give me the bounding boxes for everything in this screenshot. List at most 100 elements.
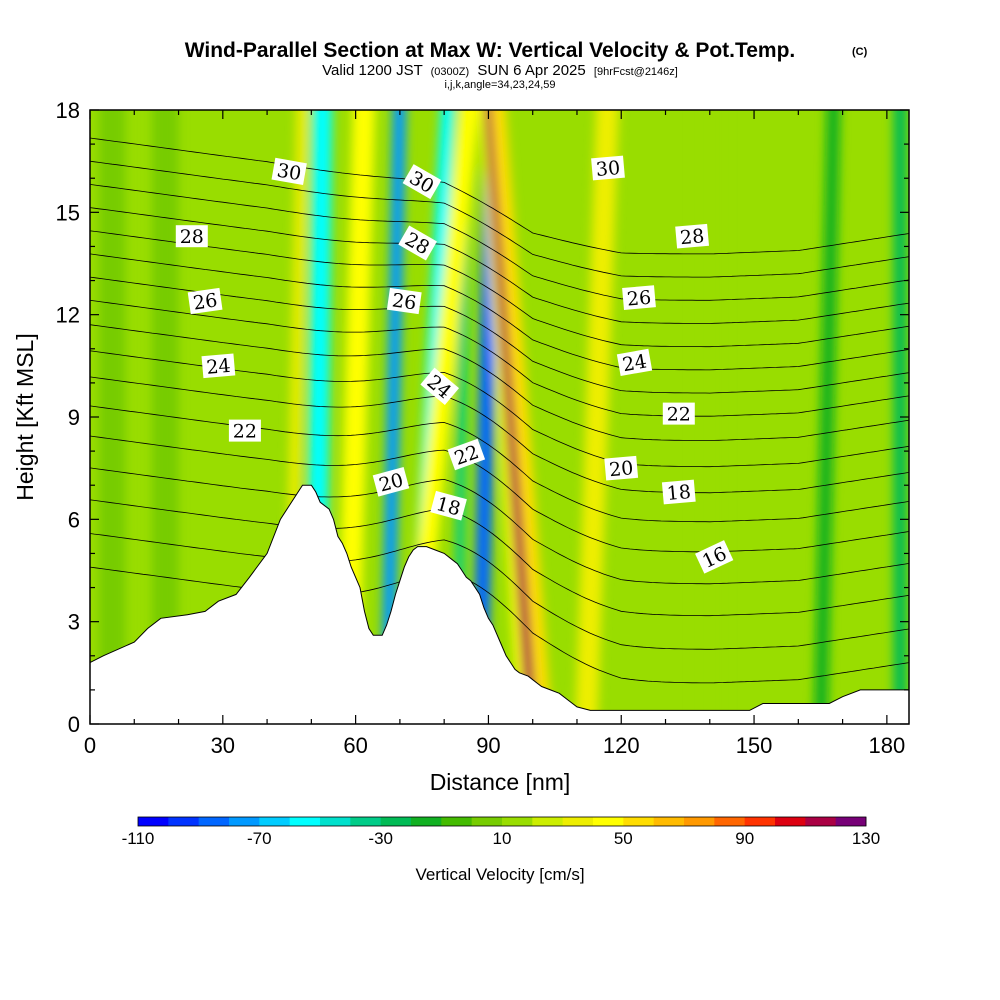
velocity-band-12 xyxy=(491,110,552,724)
title-mark: (C) xyxy=(852,46,868,58)
chart-subtitle: Valid 1200 JST (0300Z) SUN 6 Apr 2025 [9… xyxy=(322,62,678,79)
x-tick-label-2: 60 xyxy=(343,733,367,758)
colorbar-swatch-0 xyxy=(138,817,169,826)
chart-title: Wind-Parallel Section at Max W: Vertical… xyxy=(185,39,796,62)
y-tick-labels: 0 3 6 9 12 15 18 xyxy=(56,98,80,737)
colorbar-swatch-3 xyxy=(229,817,260,826)
contour-label-18: 18 xyxy=(661,479,696,505)
contour-label-13: 28 xyxy=(675,223,709,249)
theta-contour-19 xyxy=(90,435,909,553)
contour-label-3: 24 xyxy=(201,353,236,379)
chart-indices: i,j,k,angle=34,23,24,59 xyxy=(444,79,555,91)
theta-contour-25 xyxy=(90,276,909,394)
colorbar-swatch-23 xyxy=(835,817,867,826)
contour-label-text: 24 xyxy=(621,350,649,376)
contour-label-text: 26 xyxy=(391,289,418,314)
velocity-band-11 xyxy=(484,110,537,724)
colorbar-tick-label-6: 130 xyxy=(852,829,880,848)
contour-label-text: 30 xyxy=(595,157,621,181)
subtitle-utc: (0300Z) xyxy=(431,66,470,78)
contour-label-17: 20 xyxy=(604,455,639,481)
contour-label-text: 22 xyxy=(667,404,691,426)
velocity-band-0 xyxy=(98,110,126,724)
y-tick-label-1: 3 xyxy=(68,610,80,635)
contour-label-14: 26 xyxy=(622,285,656,311)
colorbar-tick-label-4: 50 xyxy=(614,829,633,848)
colorbar-swatch-4 xyxy=(259,817,291,826)
terrain xyxy=(90,484,909,724)
y-tick-label-2: 6 xyxy=(68,507,80,532)
colorbar-swatch-18 xyxy=(684,817,715,826)
colorbar-swatch-22 xyxy=(805,817,837,826)
colorbar-swatch-6 xyxy=(320,817,351,826)
colorbar-swatch-5 xyxy=(289,817,321,826)
subtitle-valid: Valid 1200 JST xyxy=(322,62,422,79)
x-tick-labels: 0 30 60 90 120 150 180 xyxy=(84,733,905,758)
velocity-band-14 xyxy=(694,110,726,724)
colorbar-swatch-15 xyxy=(593,817,624,826)
contour-label-4: 22 xyxy=(228,419,261,443)
subtitle-date: SUN 6 Apr 2025 xyxy=(477,62,585,79)
x-axis-label: Distance [nm] xyxy=(430,769,571,795)
contour-label-1: 28 xyxy=(175,225,208,248)
colorbar-swatch-10 xyxy=(441,817,473,826)
contour-label-15: 24 xyxy=(616,348,653,376)
colorbar-tick-label-5: 90 xyxy=(735,829,754,848)
contour-label-11: 18 xyxy=(430,490,467,521)
colorbar-swatch-13 xyxy=(532,817,564,826)
colorbar-swatch-19 xyxy=(714,817,746,826)
colorbar-tick-label-3: 10 xyxy=(493,829,512,848)
y-tick-label-6: 18 xyxy=(56,98,80,123)
velocity-band-5 xyxy=(380,110,407,724)
colorbar-swatch-11 xyxy=(471,817,503,826)
contour-label-text: 28 xyxy=(679,225,705,249)
theta-contour-28 xyxy=(90,207,909,324)
x-tick-label-6: 180 xyxy=(869,733,906,758)
contour-label-text: 20 xyxy=(608,457,634,481)
contour-label-16: 22 xyxy=(662,402,695,426)
y-tick-label-4: 12 xyxy=(56,303,80,328)
theta-contour-16 xyxy=(90,533,909,650)
velocity-band-15 xyxy=(814,110,841,724)
colorbar-tick-label-0: -110 xyxy=(122,829,155,848)
contour-label-text: 26 xyxy=(626,287,652,311)
theta-contour-21 xyxy=(90,376,909,494)
colorbar-swatch-12 xyxy=(502,817,533,826)
subtitle-forecast: [9hrFcst@2146z] xyxy=(594,66,678,78)
theta-contour-17 xyxy=(90,499,909,617)
theta-contour-30 xyxy=(90,160,909,278)
theta-contour-29 xyxy=(90,184,909,301)
colorbar-swatch-21 xyxy=(775,817,806,826)
contour-label-text: 24 xyxy=(205,355,231,379)
x-tick-label-5: 150 xyxy=(736,733,773,758)
theta-contour-24 xyxy=(90,299,909,417)
x-tick-label-1: 30 xyxy=(211,733,235,758)
contour-label-text: 30 xyxy=(275,159,303,185)
colorbar-swatch-1 xyxy=(168,817,200,826)
colorbar-tick-labels: -110 -70 -30 10 50 90 130 xyxy=(122,829,881,848)
contour-label-2: 26 xyxy=(187,287,223,315)
colorbar-swatch-8 xyxy=(380,817,412,826)
x-tick-label-4: 120 xyxy=(603,733,640,758)
colorbar-tick-label-1: -70 xyxy=(247,829,272,848)
colorbar-tick-label-2: -30 xyxy=(368,829,393,848)
contour-label-10: 20 xyxy=(372,467,410,497)
y-tick-label-3: 9 xyxy=(68,405,80,430)
colorbar-label: Vertical Velocity [cm/s] xyxy=(415,865,584,884)
y-tick-label-0: 0 xyxy=(68,712,80,737)
contour-label-7: 26 xyxy=(386,287,422,315)
y-axis-label: Height [Kft MSL] xyxy=(12,333,38,500)
x-tick-label-0: 0 xyxy=(84,733,96,758)
y-tick-label-5: 15 xyxy=(56,200,80,225)
theta-contour-26 xyxy=(90,253,909,371)
theta-contour-20 xyxy=(90,405,909,523)
colorbar-swatch-7 xyxy=(350,817,382,826)
theta-contour-23 xyxy=(90,324,909,441)
colorbar-swatch-14 xyxy=(562,817,594,826)
x-tick-label-3: 90 xyxy=(476,733,500,758)
contour-label-text: 28 xyxy=(180,226,204,248)
theta-contour-27 xyxy=(90,230,909,348)
